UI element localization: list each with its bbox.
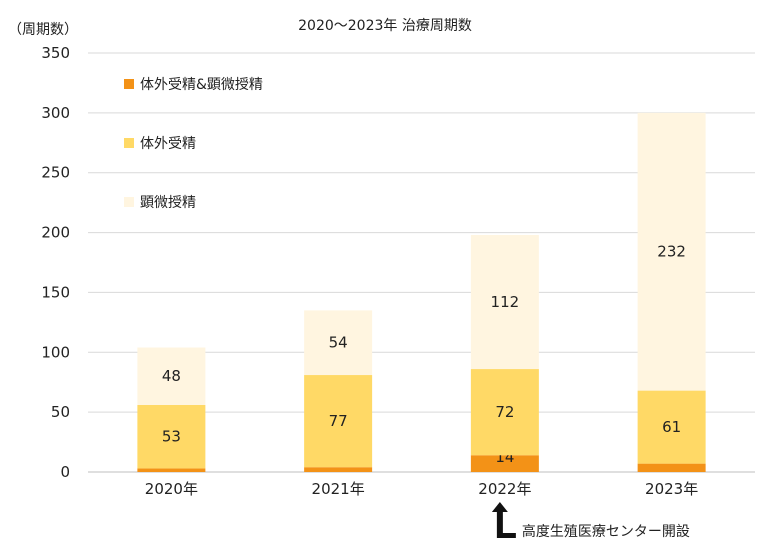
y-tick-label: 200 (41, 224, 70, 242)
y-tick-label: 50 (51, 403, 70, 421)
corner-arrow-up-icon (491, 502, 516, 538)
legend-label: 体外受精 (140, 136, 196, 152)
bar-value-label: 54 (329, 334, 348, 352)
annotation: 高度生殖医療センター開設 (491, 502, 690, 540)
y-tick-label: 300 (41, 104, 70, 122)
y-tick-label: 250 (41, 164, 70, 182)
bar-value-label: 77 (329, 412, 348, 430)
y-tick-label: 150 (41, 283, 70, 301)
bar-segment (137, 347, 206, 405)
x-axis-labels: 2020年 2021年 2022年 2023年 (145, 480, 698, 498)
legend-label: 体外受精&顕微授精 (140, 77, 263, 93)
bar-segment (470, 369, 539, 456)
bar-value-label: 232 (657, 243, 686, 261)
bar-segment (137, 468, 206, 472)
bar-value-label: 72 (495, 403, 514, 421)
bar-segment (304, 375, 373, 468)
legend-label: 顕微授精 (140, 195, 196, 211)
x-tick-label: 2020年 (145, 480, 198, 498)
x-tick-label: 2021年 (312, 480, 365, 498)
y-tick-label: 100 (41, 343, 70, 361)
y-tick-label: 0 (60, 463, 70, 481)
bar-segment (637, 463, 706, 472)
bar-value-label: 61 (662, 418, 681, 436)
legend-swatch (124, 79, 134, 89)
annotation-text: 高度生殖医療センター開設 (522, 523, 690, 540)
bar-segment (470, 455, 539, 472)
bar-value-label: 53 (162, 428, 181, 446)
bar-value-label: 112 (491, 293, 520, 311)
chart-title: 2020～2023年 治療周期数 (298, 17, 472, 34)
x-tick-label: 2022年 (478, 480, 531, 498)
x-tick-label: 2023年 (645, 480, 698, 498)
bar-segment (637, 112, 706, 391)
bar-segment (137, 404, 206, 469)
bar-segment (304, 310, 373, 376)
legend-swatch (124, 138, 134, 148)
legend-swatch (124, 197, 134, 207)
y-axis-unit-label: （周期数） (8, 22, 78, 38)
bar-segment (470, 234, 539, 370)
y-tick-label: 350 (41, 44, 70, 62)
bar-segment (637, 390, 706, 464)
bar-segment (304, 467, 373, 472)
bar-value-label: 48 (162, 367, 181, 385)
y-axis-ticks: 0 50 100 150 200 250 300 350 (41, 44, 70, 481)
bars: 35348477541472112761232 (137, 112, 706, 472)
